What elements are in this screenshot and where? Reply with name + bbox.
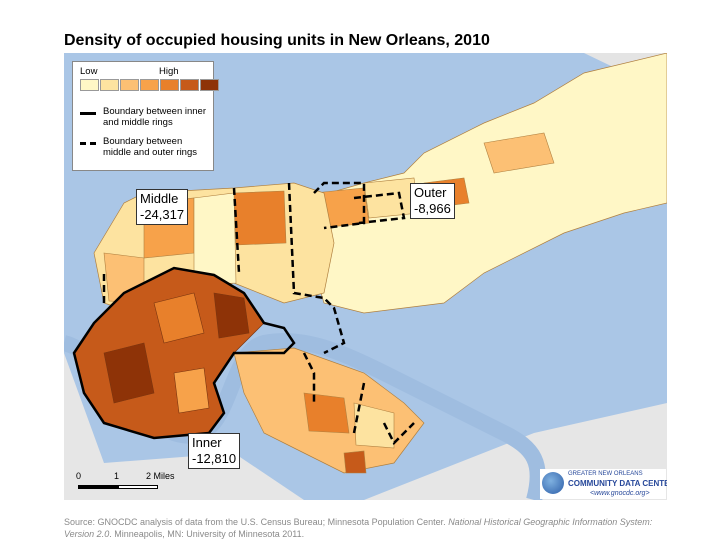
label-outer: Outer -8,966: [410, 183, 455, 219]
inner-tract-4: [213, 292, 250, 339]
inner-tract-2: [153, 292, 205, 344]
ramp-swatch: [140, 79, 159, 91]
scale-tick-2: 2 Miles: [146, 471, 175, 481]
logo-line1: GREATER NEW ORLEANS: [568, 471, 643, 477]
source-text-1: Source: GNOCDC analysis of data from the…: [64, 517, 449, 527]
label-inner-value: -12,810: [192, 451, 237, 466]
source-text-2: . Minneapolis, MN: University of Minneso…: [109, 529, 305, 539]
scale-bar: 0 1 2 Miles: [72, 471, 212, 495]
ramp-swatch: [100, 79, 119, 91]
inner-middle-boundary: [72, 266, 296, 440]
label-outer-name: Outer: [414, 185, 447, 200]
scale-bar-white: [118, 485, 158, 489]
middle-tract-2: [233, 190, 287, 246]
label-middle: Middle -24,317: [136, 189, 189, 225]
label-inner: Inner -12,810: [188, 433, 241, 469]
map-title: Density of occupied housing units in New…: [64, 32, 490, 49]
algiers-tract-3: [343, 450, 367, 474]
surrounding-land-north: [64, 53, 667, 93]
gnocdc-logo: GREATER NEW ORLEANS COMMUNITY DATA CENTE…: [540, 469, 667, 499]
ramp-swatch: [200, 79, 219, 91]
logo-url: <www.gnocdc.org>: [590, 490, 650, 497]
logo-line2: COMMUNITY DATA CENTER: [568, 479, 667, 488]
source-note: Source: GNOCDC analysis of data from the…: [64, 516, 684, 540]
inner-tract-1: [103, 342, 155, 404]
legend-dashed-line-label: Boundary between middle and outer rings: [103, 136, 197, 158]
ramp-swatch: [180, 79, 199, 91]
legend-dashed-line-icon: [80, 142, 96, 145]
scale-tick-1: 1: [114, 471, 120, 481]
new-orleans-east: [293, 53, 667, 314]
ramp-swatch: [160, 79, 179, 91]
label-middle-value: -24,317: [140, 207, 185, 222]
scale-tick-0: 0: [76, 471, 82, 481]
legend-solid-line-icon: [80, 112, 96, 115]
density-map[interactable]: Low High Boundary between inner and midd…: [64, 53, 667, 500]
legend-solid-line-label: Boundary between inner and middle rings: [103, 106, 206, 128]
middle-outer-boundary: [102, 181, 415, 446]
legend-low-label: Low: [80, 66, 98, 77]
scale-bar-black: [78, 485, 118, 489]
source-italic: National Historical Geographic Informati…: [64, 517, 653, 539]
inner-tract-3: [173, 367, 210, 414]
ramp-swatch: [80, 79, 99, 91]
legend-high-label: High: [159, 66, 179, 77]
ramp-swatch: [120, 79, 139, 91]
algiers-tract-1: [303, 392, 350, 434]
map-legend: Low High Boundary between inner and midd…: [72, 61, 219, 171]
map-graphic: [64, 53, 667, 500]
label-outer-value: -8,966: [414, 201, 451, 216]
east-tract-a: [483, 132, 555, 174]
middle-tract-4: [193, 192, 237, 286]
logo-globe-icon: [542, 472, 564, 494]
label-inner-name: Inner: [192, 435, 222, 450]
legend-color-ramp: [80, 79, 220, 91]
label-middle-name: Middle: [140, 191, 179, 206]
